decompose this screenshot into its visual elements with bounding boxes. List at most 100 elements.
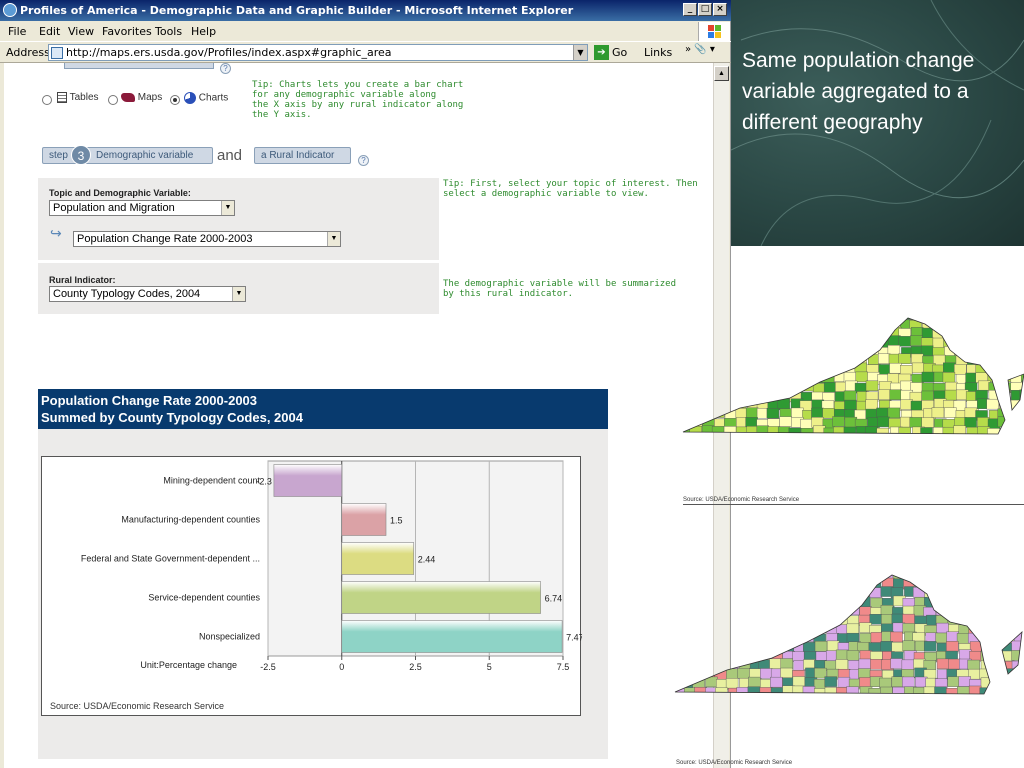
- county-cell: [988, 363, 1001, 374]
- county-cell: [769, 622, 782, 633]
- charts-radio[interactable]: [170, 95, 180, 105]
- scroll-up-icon[interactable]: ▲: [714, 66, 729, 81]
- page-viewport: ? Tables Maps Charts Tip: Charts lets yo…: [4, 63, 713, 768]
- menu-tools[interactable]: Tools: [155, 25, 183, 38]
- county-cell: [767, 329, 780, 340]
- county-cell: [989, 624, 1002, 635]
- go-button[interactable]: ➔ Go: [594, 45, 627, 61]
- county-cell: [793, 633, 806, 644]
- county-cell: [931, 407, 945, 418]
- county-cell: [1000, 427, 1013, 434]
- county-cell: [833, 426, 846, 434]
- state-outline: [674, 574, 1023, 695]
- county-cell: [902, 613, 915, 625]
- county-cell: [790, 382, 804, 394]
- county-cell: [1012, 604, 1022, 615]
- charts-tip: Tip: Charts lets you create a bar chart …: [252, 80, 464, 120]
- county-cell: [792, 676, 806, 687]
- county-cell: [944, 319, 958, 330]
- help-icon[interactable]: ?: [358, 155, 369, 166]
- county-cell: [999, 318, 1013, 320]
- county-cell: [799, 353, 813, 364]
- county-cell: [990, 697, 1002, 700]
- maps-radio[interactable]: [108, 95, 118, 105]
- county-cell: [898, 353, 911, 364]
- data-label: 7.47: [566, 633, 582, 643]
- menu-view[interactable]: View: [68, 25, 95, 38]
- county-cell: [705, 696, 717, 700]
- county-cell: [734, 336, 748, 347]
- topic-select[interactable]: Population and Migration ▼: [49, 200, 235, 216]
- county-cell: [713, 345, 726, 356]
- variable-select[interactable]: Population Change Rate 2000-2003 ▼: [73, 231, 341, 247]
- charts-option[interactable]: Charts: [184, 92, 228, 104]
- county-cell: [724, 344, 737, 355]
- county-cell: [781, 587, 795, 598]
- county-cell: [967, 589, 981, 600]
- county-cell: [1012, 624, 1022, 636]
- county-cell: [747, 578, 760, 589]
- county-cell: [691, 399, 705, 411]
- county-cell: [878, 328, 892, 339]
- county-cell: [689, 327, 703, 338]
- tables-radio[interactable]: [42, 95, 52, 105]
- bar: [341, 542, 415, 575]
- county-cell: [702, 362, 715, 374]
- close-button[interactable]: ×: [713, 3, 727, 16]
- county-cell: [1010, 418, 1024, 429]
- county-cell: [833, 362, 846, 373]
- county-cell: [769, 337, 782, 349]
- county-cell: [714, 575, 727, 580]
- county-cell: [700, 318, 713, 329]
- county-cell: [788, 318, 801, 320]
- address-dropdown-icon[interactable]: ▼: [573, 45, 587, 60]
- county-cell: [858, 579, 871, 590]
- county-cell: [735, 389, 748, 400]
- address-input[interactable]: http://maps.ers.usda.gov/Profiles/index.…: [48, 44, 588, 61]
- menu-file[interactable]: File: [8, 25, 27, 38]
- county-cell: [683, 364, 693, 375]
- county-cell: [813, 596, 826, 607]
- maps-option[interactable]: Maps: [121, 92, 162, 103]
- county-cell: [781, 579, 794, 590]
- tab-demographic-variable[interactable]: step 3 Demographic variable: [42, 145, 213, 165]
- county-cell: [878, 353, 891, 364]
- menu-help[interactable]: Help: [191, 25, 217, 38]
- county-cell: [780, 337, 793, 349]
- county-cell: [856, 318, 869, 319]
- tables-option[interactable]: Tables: [57, 92, 99, 103]
- menu-edit[interactable]: Edit: [39, 25, 61, 38]
- county-cell: [834, 327, 847, 338]
- county-cell: [725, 678, 739, 689]
- minimize-button[interactable]: _: [683, 3, 697, 16]
- rural-select[interactable]: County Typology Codes, 2004 ▼: [49, 286, 246, 302]
- county-cell: [964, 417, 977, 428]
- county-cell: [702, 409, 715, 420]
- county-cell: [981, 642, 994, 654]
- county-cell: [878, 318, 892, 322]
- help-icon[interactable]: ?: [220, 63, 231, 74]
- county-cell: [866, 327, 879, 338]
- county-cell: [1020, 345, 1024, 356]
- county-cell: [954, 326, 967, 337]
- county-cell: [794, 595, 807, 606]
- county-cell: [689, 318, 702, 329]
- tab-rural-indicator[interactable]: a Rural Indicator: [254, 147, 351, 164]
- menu-favorites[interactable]: Favorites: [102, 25, 152, 38]
- county-cell: [738, 575, 751, 580]
- vertical-scrollbar[interactable]: ▲: [713, 63, 729, 768]
- toolbar-chevron-icon[interactable]: » 📎 ▾: [685, 44, 715, 55]
- county-cell: [936, 658, 950, 670]
- county-cell: [1013, 615, 1022, 627]
- county-cell: [988, 389, 1002, 401]
- maximize-button[interactable]: □: [698, 3, 712, 16]
- county-cell: [969, 650, 982, 662]
- county-mosaic: [683, 318, 1024, 440]
- county-cell: [880, 686, 893, 694]
- county-cell: [967, 435, 979, 440]
- county-cell: [779, 437, 791, 440]
- county-cell: [1009, 437, 1021, 440]
- county-cell: [693, 667, 706, 678]
- links-button[interactable]: Links: [644, 46, 673, 59]
- county-cell: [711, 354, 725, 365]
